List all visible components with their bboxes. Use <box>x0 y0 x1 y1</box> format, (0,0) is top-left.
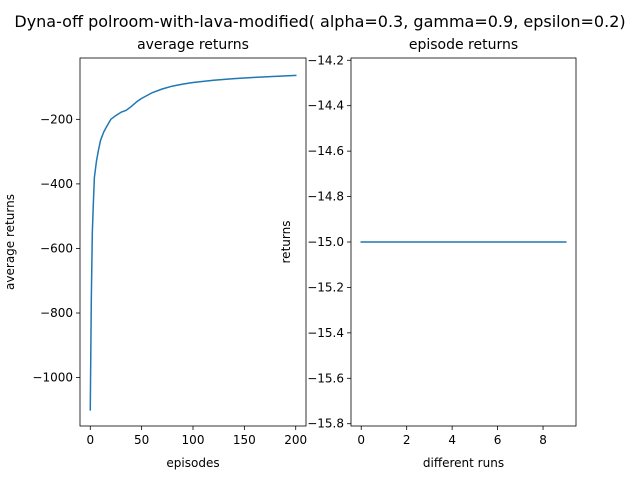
x-tick-label: 100 <box>182 433 205 447</box>
x-tick-label: 8 <box>539 433 547 447</box>
y-tick-label: −600 <box>40 241 73 255</box>
x-tick-label: 2 <box>403 433 411 447</box>
y-tick-label: −400 <box>40 177 73 191</box>
x-tick-label: 0 <box>86 433 94 447</box>
x-tick-label: 0 <box>357 433 365 447</box>
y-tick-label: −14.2 <box>307 53 344 67</box>
axes-frame <box>79 57 307 427</box>
y-tick-label: −200 <box>40 112 73 126</box>
y-tick-label: −15.6 <box>307 371 344 385</box>
y-tick-label: −15.2 <box>307 280 344 294</box>
left-chart-average-returns: average returns 0 50 100 150 200 −1000 −800 −600… <box>3 37 307 470</box>
x-tick-label: 150 <box>233 433 256 447</box>
y-tick-label: −14.6 <box>307 144 344 158</box>
y-tick-label: −14.8 <box>307 190 344 204</box>
x-axis-label: different runs <box>423 456 504 470</box>
y-tick-label: −15.8 <box>307 417 344 431</box>
x-axis-label: episodes <box>166 456 219 470</box>
x-tick-label: 6 <box>494 433 502 447</box>
y-tick-label: −15.4 <box>307 326 344 340</box>
y-tick-label: −1000 <box>32 371 73 385</box>
figure-suptitle: Dyna-off polroom-with-lava-modified( alp… <box>14 12 625 31</box>
x-tick-label: 4 <box>448 433 456 447</box>
right-chart-episode-returns: episode returns 0 2 4 6 8 −14.2 −14.4 −14.6 −14.8… <box>279 37 577 470</box>
y-tick-label: −14.4 <box>307 99 344 113</box>
y-axis-label: returns <box>279 221 293 264</box>
axes-frame <box>350 57 577 427</box>
y-tick-label: −800 <box>40 306 73 320</box>
chart-title: average returns <box>137 37 249 53</box>
x-tick-label: 200 <box>284 433 307 447</box>
y-axis-label: average returns <box>3 194 17 290</box>
series-line <box>89 74 297 411</box>
chart-title: episode returns <box>409 37 518 53</box>
x-tick-label: 50 <box>134 433 149 447</box>
y-tick-label: −15.0 <box>307 235 344 249</box>
